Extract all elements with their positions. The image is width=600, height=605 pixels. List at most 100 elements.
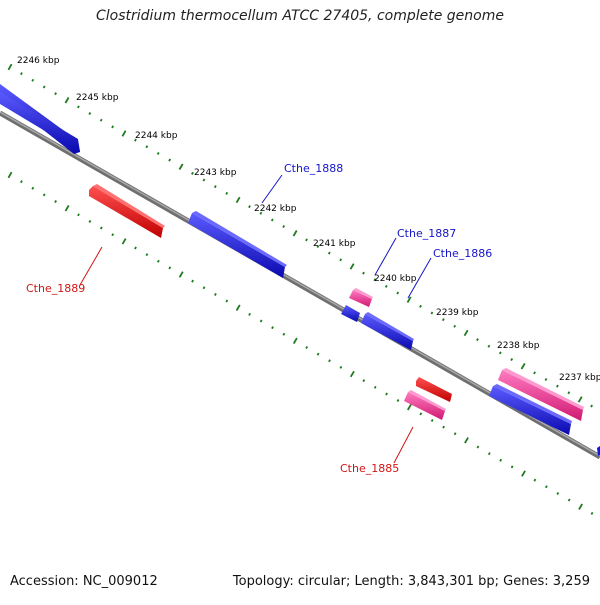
scale-minor-tick bbox=[556, 384, 559, 388]
scale-minor-tick bbox=[328, 359, 331, 363]
scale-major-tick bbox=[7, 63, 13, 71]
scale-major-tick bbox=[349, 263, 355, 270]
scale-minor-tick bbox=[385, 392, 388, 396]
scale-major-tick bbox=[520, 362, 526, 370]
scale-major-tick bbox=[121, 130, 127, 137]
scale-minor-tick bbox=[384, 284, 388, 288]
scale-minor-tick bbox=[362, 379, 366, 383]
lower-scale-dots bbox=[7, 171, 594, 515]
scale-major-tick bbox=[578, 503, 583, 510]
tick-label: 2242 kbp bbox=[254, 204, 297, 214]
scale-minor-tick bbox=[134, 138, 137, 142]
scale-minor-tick bbox=[54, 200, 57, 204]
scale-minor-tick bbox=[373, 278, 377, 282]
scale-minor-tick bbox=[248, 312, 251, 316]
gene-label-cthe-1888[interactable]: Cthe_1888 bbox=[284, 162, 343, 175]
scale-minor-tick bbox=[419, 304, 422, 308]
scale-major-tick bbox=[292, 337, 298, 345]
scale-major-tick bbox=[235, 304, 241, 311]
tick-label: 2245 kbp bbox=[76, 93, 119, 103]
scale-minor-tick bbox=[305, 346, 309, 349]
scale-minor-tick bbox=[544, 378, 548, 381]
tick-label: 2240 kbp bbox=[374, 274, 417, 284]
accession-text: Accession: NC_009012 bbox=[10, 574, 158, 589]
tick-label: 2246 kbp bbox=[17, 56, 60, 66]
scale-minor-tick bbox=[168, 158, 172, 162]
scale-minor-tick bbox=[99, 118, 103, 122]
scale-minor-tick bbox=[510, 465, 514, 469]
scale-minor-tick bbox=[191, 279, 194, 283]
map-title: Clostridium thermocellum ATCC 27405, com… bbox=[96, 8, 504, 24]
scale-minor-tick bbox=[77, 105, 80, 109]
scale-minor-tick bbox=[156, 151, 160, 155]
scale-minor-tick bbox=[42, 85, 46, 89]
gene-feature-cthe-1888 bbox=[188, 211, 287, 278]
scale-minor-tick bbox=[453, 324, 457, 328]
scale-minor-tick bbox=[168, 266, 172, 270]
scale-minor-tick bbox=[248, 205, 251, 209]
scale-minor-tick bbox=[77, 213, 80, 217]
scale-minor-tick bbox=[430, 311, 434, 315]
scale-minor-tick bbox=[145, 253, 149, 257]
scale-minor-tick bbox=[362, 271, 365, 275]
scale-minor-tick bbox=[498, 351, 502, 355]
scale-minor-tick bbox=[282, 332, 286, 336]
gene-feature-cthe-1886b bbox=[361, 312, 414, 350]
scale-major-tick bbox=[349, 370, 355, 378]
gene-label-cthe-1887[interactable]: Cthe_1887 bbox=[397, 227, 456, 240]
tick-label: 2243 kbp bbox=[194, 168, 237, 178]
scale-major-tick bbox=[64, 204, 70, 212]
scale-minor-tick bbox=[225, 191, 229, 195]
scale-major-tick bbox=[292, 230, 298, 237]
scale-minor-tick bbox=[202, 286, 206, 290]
scale-major-tick bbox=[121, 238, 127, 245]
genome-summary-text: Topology: circular; Length: 3,843,301 bp… bbox=[232, 574, 590, 589]
scale-minor-tick bbox=[282, 225, 286, 229]
scale-minor-tick bbox=[316, 352, 320, 356]
scale-minor-tick bbox=[111, 125, 114, 129]
scale-minor-tick bbox=[430, 418, 434, 422]
tick-labels: 2246 kbp 2245 kbp 2244 kbp 2243 kbp 2242… bbox=[17, 56, 600, 383]
scale-minor-tick bbox=[213, 185, 217, 189]
scale-major-tick bbox=[464, 437, 469, 444]
tick-label: 2238 kbp bbox=[497, 341, 540, 351]
scale-minor-tick bbox=[259, 211, 263, 215]
gene-feature-cthe-1889 bbox=[89, 184, 165, 238]
upper-scale-dots bbox=[7, 63, 593, 408]
gene-label-cthe-1889[interactable]: Cthe_1889 bbox=[26, 282, 85, 295]
scale-minor-tick bbox=[453, 432, 457, 436]
gene-feature-cthe-1886 bbox=[341, 305, 360, 322]
scale-minor-tick bbox=[533, 478, 537, 482]
label-connector bbox=[374, 237, 397, 276]
gene-feature-forward-right bbox=[489, 384, 572, 435]
scale-major-tick bbox=[406, 296, 412, 303]
scale-minor-tick bbox=[396, 291, 400, 295]
scale-minor-tick bbox=[442, 425, 445, 429]
scale-minor-tick bbox=[544, 485, 548, 489]
scale-minor-tick bbox=[259, 319, 263, 323]
scale-minor-tick bbox=[339, 258, 343, 262]
scale-minor-tick bbox=[510, 358, 514, 362]
scale-major-tick bbox=[407, 403, 412, 411]
scale-major-tick bbox=[178, 271, 184, 278]
scale-minor-tick bbox=[499, 458, 503, 462]
scale-minor-tick bbox=[270, 218, 274, 222]
scale-minor-tick bbox=[271, 326, 274, 330]
gene-label-cthe-1885[interactable]: Cthe_1885 bbox=[340, 462, 399, 475]
scale-minor-tick bbox=[441, 318, 445, 322]
scale-minor-tick bbox=[567, 391, 571, 395]
tick-label: 2244 kbp bbox=[135, 131, 178, 141]
label-connector bbox=[79, 246, 103, 286]
scale-minor-tick bbox=[590, 511, 594, 515]
scale-minor-tick bbox=[316, 245, 320, 249]
scale-major-tick bbox=[463, 329, 469, 337]
scale-minor-tick bbox=[225, 299, 229, 303]
scale-minor-tick bbox=[88, 112, 92, 116]
tick-label: 2239 kbp bbox=[436, 308, 479, 318]
scale-minor-tick bbox=[191, 171, 194, 175]
scale-minor-tick bbox=[54, 92, 57, 96]
gene-label-cthe-1886[interactable]: Cthe_1886 bbox=[433, 247, 492, 260]
scale-minor-tick bbox=[590, 404, 593, 408]
scale-major-tick bbox=[521, 470, 526, 477]
